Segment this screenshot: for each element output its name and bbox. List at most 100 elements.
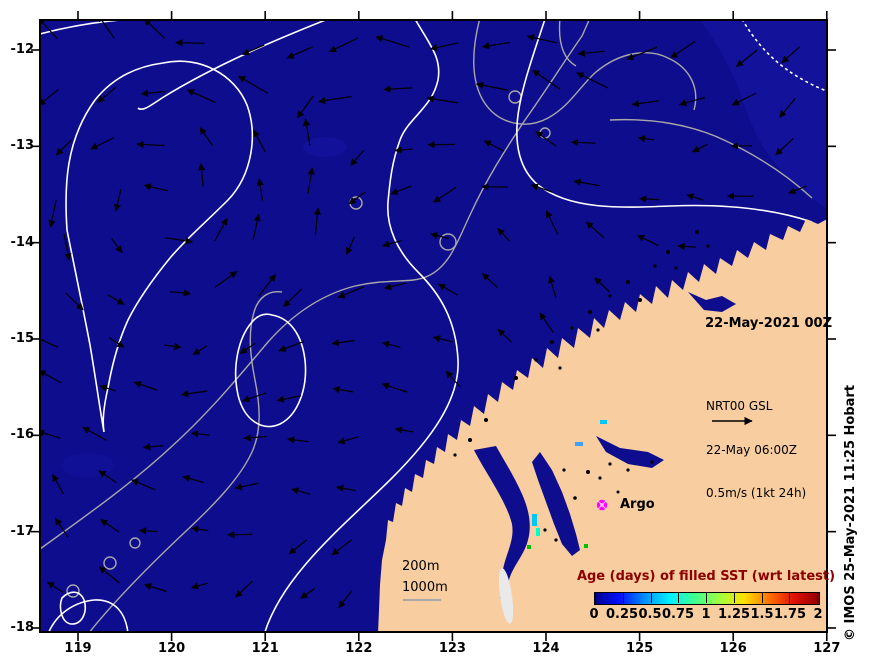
current-arrow <box>98 470 117 483</box>
current-arrow <box>576 72 609 89</box>
y-tick-label: -13 <box>10 138 35 154</box>
current-arrow <box>731 92 757 106</box>
current-arrow <box>539 312 554 333</box>
current-arrow <box>677 242 696 251</box>
current-arrow <box>54 517 69 538</box>
current-arrow <box>482 41 510 50</box>
y-tick-label: -14 <box>10 234 35 250</box>
current-arrow <box>497 228 510 242</box>
current-arrow <box>691 143 708 153</box>
current-arrow <box>143 183 169 192</box>
x-tick-label: 123 <box>438 641 466 656</box>
land-mass <box>378 219 827 632</box>
colorbar-tick <box>761 592 763 603</box>
current-arrow <box>100 519 120 533</box>
colorbar-tick-label: 1 <box>701 607 711 622</box>
current-arrow <box>390 185 412 195</box>
current-arrow <box>40 370 62 384</box>
current-arrow <box>331 539 352 556</box>
island-specks <box>453 230 710 542</box>
current-arrow <box>307 167 315 195</box>
current-arrow <box>198 163 206 187</box>
depth-1000m-line-sample <box>403 599 441 601</box>
current-arrow <box>199 127 214 147</box>
colorbar-tick-label: 1.25 <box>717 607 751 622</box>
colorbar-tick <box>817 592 818 603</box>
current-arrow <box>97 20 115 39</box>
current-arrow <box>143 20 166 39</box>
colorbar-tick-label: 1.5 <box>750 607 774 622</box>
current-arrow <box>286 46 313 59</box>
current-arrow <box>175 39 205 47</box>
current-arrow <box>483 140 505 152</box>
current-arrow <box>258 274 276 297</box>
depth-200m-label: 200m <box>402 559 440 574</box>
current-arrow <box>585 221 605 239</box>
current-arrow <box>548 275 557 298</box>
current-arrow <box>781 46 801 64</box>
current-arrow <box>48 199 57 228</box>
current-arrow <box>190 430 210 438</box>
current-arrow <box>788 185 807 194</box>
current-arrow <box>182 474 204 484</box>
current-arrow <box>237 75 269 94</box>
plot-frame <box>39 19 828 633</box>
x-tick-label: 124 <box>532 641 560 656</box>
current-arrow <box>108 337 125 348</box>
current-arrow <box>90 137 115 150</box>
current-arrow <box>214 271 238 288</box>
depth-1000m-label: 1000m <box>402 580 448 595</box>
current-arrow <box>626 46 658 61</box>
current-arrow <box>256 178 264 201</box>
current-arrow <box>239 342 256 354</box>
current-arrow <box>432 335 453 343</box>
current-arrow <box>526 34 557 44</box>
x-tick-label: 126 <box>719 641 747 656</box>
current-arrow <box>288 539 308 555</box>
y-tick-label: -16 <box>10 427 35 443</box>
current-arrow <box>577 49 605 57</box>
current-arrow <box>779 97 796 118</box>
current-arrow <box>276 395 302 403</box>
current-arrow <box>382 239 403 248</box>
current-arrow <box>287 436 309 444</box>
current-arrow <box>241 44 265 56</box>
current-arrow <box>111 238 123 254</box>
current-arrow <box>686 193 704 201</box>
current-arrow <box>530 183 553 193</box>
current-arrow <box>243 434 268 442</box>
bathymetry-contours <box>40 20 813 632</box>
current-arrow <box>345 236 356 255</box>
current-arrow <box>303 118 311 146</box>
current-arrow <box>143 443 164 451</box>
current-arrow <box>639 195 660 203</box>
current-arrow <box>234 482 259 491</box>
current-arrow <box>348 191 366 205</box>
current-arrow <box>497 328 512 343</box>
current-arrow <box>637 135 655 143</box>
current-arrow <box>214 217 228 242</box>
current-arrow <box>278 340 305 352</box>
x-tick-label: 122 <box>345 641 373 656</box>
current-arrow <box>670 40 696 59</box>
current-arrow <box>98 566 120 584</box>
current-arrow <box>426 95 459 104</box>
current-arrow <box>186 89 216 103</box>
current-arrow <box>337 286 365 299</box>
current-arrow <box>375 35 410 48</box>
current-arrow <box>429 42 459 52</box>
x-tick-label: 125 <box>626 641 654 656</box>
x-tick-label: 127 <box>813 641 841 656</box>
current-arrow <box>252 213 261 241</box>
current-arrow <box>350 150 365 166</box>
current-vector-arrows <box>40 20 807 609</box>
current-arrow <box>46 581 64 593</box>
current-arrow <box>136 140 165 149</box>
current-arrow <box>394 426 414 434</box>
current-arrow <box>381 340 401 348</box>
current-arrow <box>300 588 316 599</box>
colorbar-tick <box>595 592 596 603</box>
x-tick-label: 120 <box>158 641 186 656</box>
current-arrow <box>133 381 158 391</box>
